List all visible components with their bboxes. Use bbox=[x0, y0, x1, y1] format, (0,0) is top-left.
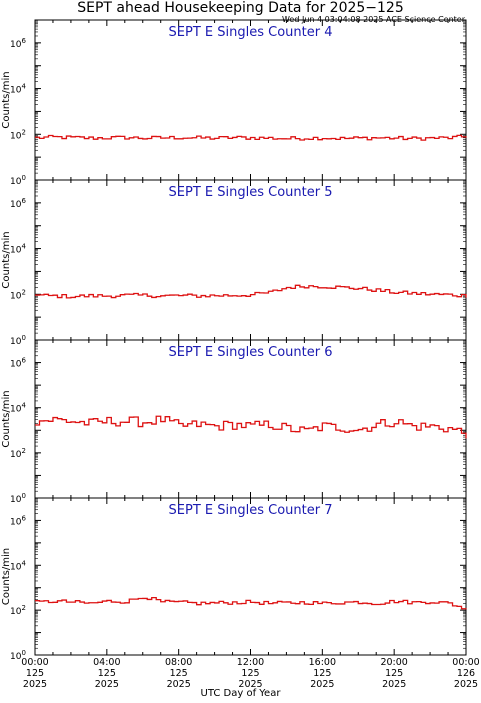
series-line bbox=[35, 284, 467, 299]
y-tick-label: 100 bbox=[10, 174, 26, 187]
series-line bbox=[35, 134, 467, 141]
page-title: SEPT ahead Housekeeping Data for 2025−12… bbox=[77, 0, 404, 16]
panel-title: SEPT E Singles Counter 5 bbox=[169, 185, 333, 200]
y-axis-label: Counts/min bbox=[1, 71, 12, 128]
y-tick-exponent: 2 bbox=[21, 604, 25, 612]
y-tick-exponent: 6 bbox=[21, 357, 26, 365]
x-tick-time: 04:00 bbox=[93, 657, 120, 668]
y-tick-exponent: 2 bbox=[21, 288, 25, 296]
panel-title: SEPT E Singles Counter 4 bbox=[169, 25, 333, 40]
y-tick-base: 10 bbox=[10, 360, 22, 370]
y-tick-base: 10 bbox=[10, 562, 22, 572]
x-tick-year: 2025 bbox=[454, 679, 478, 690]
panel-frame bbox=[34, 179, 467, 341]
y-tick-base: 10 bbox=[10, 246, 22, 256]
y-tick-base: 10 bbox=[10, 450, 22, 460]
y-tick-base: 10 bbox=[10, 607, 22, 617]
y-tick-label: 102 bbox=[10, 604, 26, 617]
y-tick-label: 106 bbox=[10, 514, 26, 527]
y-tick-base: 10 bbox=[10, 40, 22, 50]
panel-frame bbox=[34, 19, 467, 181]
x-tick-year: 2025 bbox=[238, 679, 262, 690]
panel-title: SEPT E Singles Counter 7 bbox=[169, 503, 333, 518]
y-tick-exponent: 2 bbox=[21, 128, 25, 136]
y-tick-base: 10 bbox=[10, 131, 22, 141]
y-tick-exponent: 4 bbox=[21, 402, 26, 410]
x-tick-time: 08:00 bbox=[165, 657, 192, 668]
y-tick-exponent: 0 bbox=[21, 649, 25, 657]
y-tick-label: 104 bbox=[10, 559, 26, 572]
x-tick-year: 2025 bbox=[382, 679, 406, 690]
y-tick-label: 106 bbox=[10, 197, 26, 210]
y-tick-exponent: 2 bbox=[21, 447, 25, 455]
x-tick-day: 125 bbox=[313, 668, 331, 679]
y-tick-label: 100 bbox=[10, 334, 26, 347]
y-axis-label: Counts/min bbox=[1, 231, 12, 288]
y-tick-label: 102 bbox=[10, 288, 26, 301]
y-tick-base: 10 bbox=[10, 291, 22, 301]
y-tick-base: 10 bbox=[10, 200, 22, 210]
x-tick-year: 2025 bbox=[95, 679, 119, 690]
x-axis-label: UTC Day of Year bbox=[200, 688, 281, 699]
y-tick-base: 10 bbox=[10, 86, 22, 96]
x-tick-day: 126 bbox=[457, 668, 475, 679]
x-tick-day: 125 bbox=[170, 668, 188, 679]
y-tick-base: 10 bbox=[10, 495, 22, 505]
x-tick-time: 00:00 bbox=[21, 657, 48, 668]
series-line bbox=[35, 415, 467, 439]
series-line bbox=[35, 596, 467, 610]
y-axis-label: Counts/min bbox=[1, 548, 12, 605]
panel-title: SEPT E Singles Counter 6 bbox=[169, 345, 333, 360]
y-tick-label: 106 bbox=[10, 357, 26, 370]
y-tick-label: 104 bbox=[10, 83, 26, 96]
panel-frame bbox=[34, 339, 467, 499]
x-tick-day: 125 bbox=[98, 668, 116, 679]
x-tick-year: 2025 bbox=[167, 679, 191, 690]
x-tick-day: 125 bbox=[241, 668, 259, 679]
x-tick-time: 16:00 bbox=[309, 657, 336, 668]
y-tick-base: 10 bbox=[10, 652, 22, 662]
y-tick-base: 10 bbox=[10, 405, 22, 415]
x-tick-time: 20:00 bbox=[380, 657, 407, 668]
y-tick-base: 10 bbox=[10, 517, 22, 527]
y-tick-exponent: 6 bbox=[21, 514, 26, 522]
y-tick-exponent: 4 bbox=[21, 559, 26, 567]
y-tick-exponent: 0 bbox=[21, 174, 25, 182]
y-tick-base: 10 bbox=[10, 177, 22, 187]
y-tick-exponent: 6 bbox=[21, 197, 26, 205]
y-tick-label: 100 bbox=[10, 649, 26, 662]
y-tick-label: 104 bbox=[10, 402, 26, 415]
y-tick-exponent: 0 bbox=[21, 334, 25, 342]
y-tick-exponent: 6 bbox=[21, 37, 26, 45]
y-tick-exponent: 4 bbox=[21, 83, 26, 91]
y-tick-exponent: 0 bbox=[21, 492, 25, 500]
x-tick-time: 00:00 bbox=[452, 657, 479, 668]
y-tick-label: 106 bbox=[10, 37, 26, 50]
y-tick-label: 102 bbox=[10, 447, 26, 460]
x-tick-day: 125 bbox=[385, 668, 403, 679]
y-tick-base: 10 bbox=[10, 337, 22, 347]
y-tick-label: 100 bbox=[10, 492, 26, 505]
y-tick-label: 102 bbox=[10, 128, 26, 141]
x-tick-year: 2025 bbox=[310, 679, 334, 690]
panel-frame bbox=[34, 497, 467, 656]
y-axis-label: Counts/min bbox=[1, 390, 12, 447]
x-tick-day: 125 bbox=[26, 668, 44, 679]
x-tick-year: 2025 bbox=[23, 679, 47, 690]
y-tick-label: 104 bbox=[10, 243, 26, 256]
y-tick-exponent: 4 bbox=[21, 243, 26, 251]
x-tick-time: 12:00 bbox=[237, 657, 264, 668]
